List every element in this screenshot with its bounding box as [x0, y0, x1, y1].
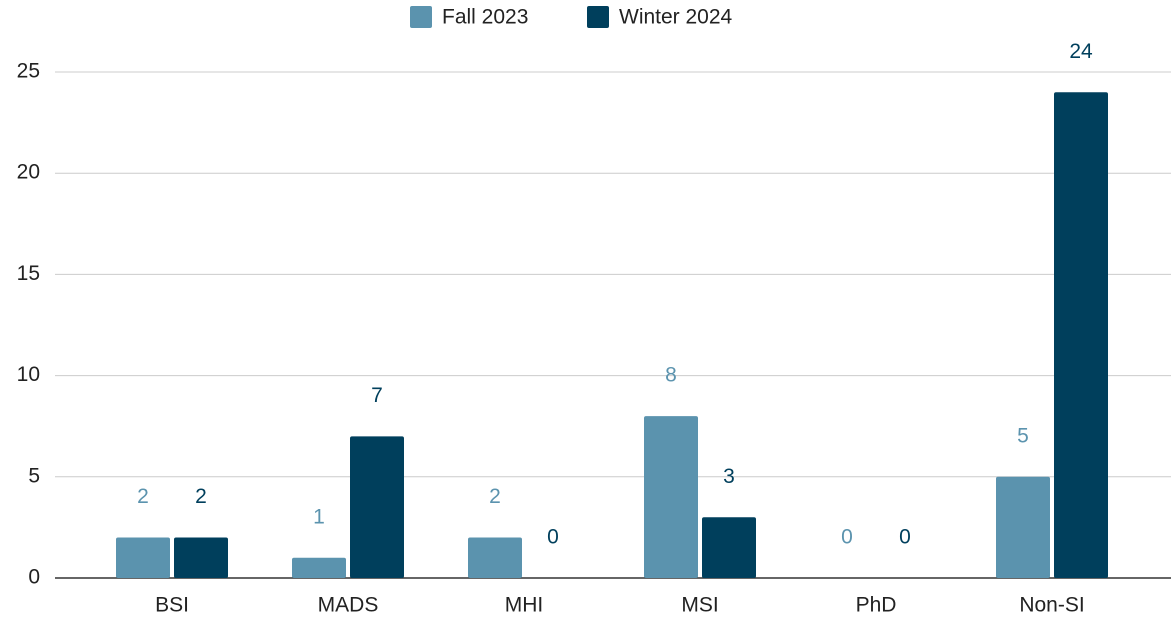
- data-label: 3: [723, 465, 735, 488]
- data-label: 2: [137, 485, 149, 508]
- legend-label: Fall 2023: [442, 6, 528, 29]
- data-label: 5: [1017, 424, 1029, 447]
- y-tick-label: 5: [28, 464, 40, 487]
- bar: [292, 557, 346, 578]
- data-label: 2: [195, 485, 207, 508]
- data-label: 0: [547, 526, 559, 549]
- bar: [702, 517, 756, 578]
- x-tick-label: PhD: [856, 594, 897, 617]
- x-tick-label: BSI: [155, 594, 189, 617]
- legend-swatch: [587, 6, 609, 28]
- legend-label: Winter 2024: [619, 6, 733, 29]
- data-label: 0: [841, 526, 853, 549]
- y-tick-label: 20: [17, 161, 40, 184]
- x-tick-label: Non-SI: [1019, 594, 1084, 617]
- x-tick-label: MHI: [505, 594, 544, 617]
- y-tick-label: 15: [17, 262, 40, 285]
- data-label: 0: [899, 526, 911, 549]
- y-tick-label: 0: [28, 566, 40, 589]
- x-tick-label: MSI: [681, 594, 718, 617]
- bar: [1054, 92, 1108, 579]
- data-label: 8: [665, 364, 677, 387]
- data-label: 7: [371, 384, 383, 407]
- data-label: 1: [313, 505, 325, 528]
- bar: [468, 537, 522, 578]
- bar: [644, 416, 698, 578]
- x-tick-label: MADS: [318, 594, 379, 617]
- legend-swatch: [410, 6, 432, 28]
- bar: [116, 537, 170, 578]
- bar: [174, 537, 228, 578]
- bar: [350, 436, 404, 578]
- y-tick-label: 10: [17, 363, 40, 386]
- data-label: 2: [489, 485, 501, 508]
- y-tick-label: 25: [17, 60, 40, 83]
- data-label: 24: [1069, 40, 1093, 63]
- bar: [996, 476, 1050, 578]
